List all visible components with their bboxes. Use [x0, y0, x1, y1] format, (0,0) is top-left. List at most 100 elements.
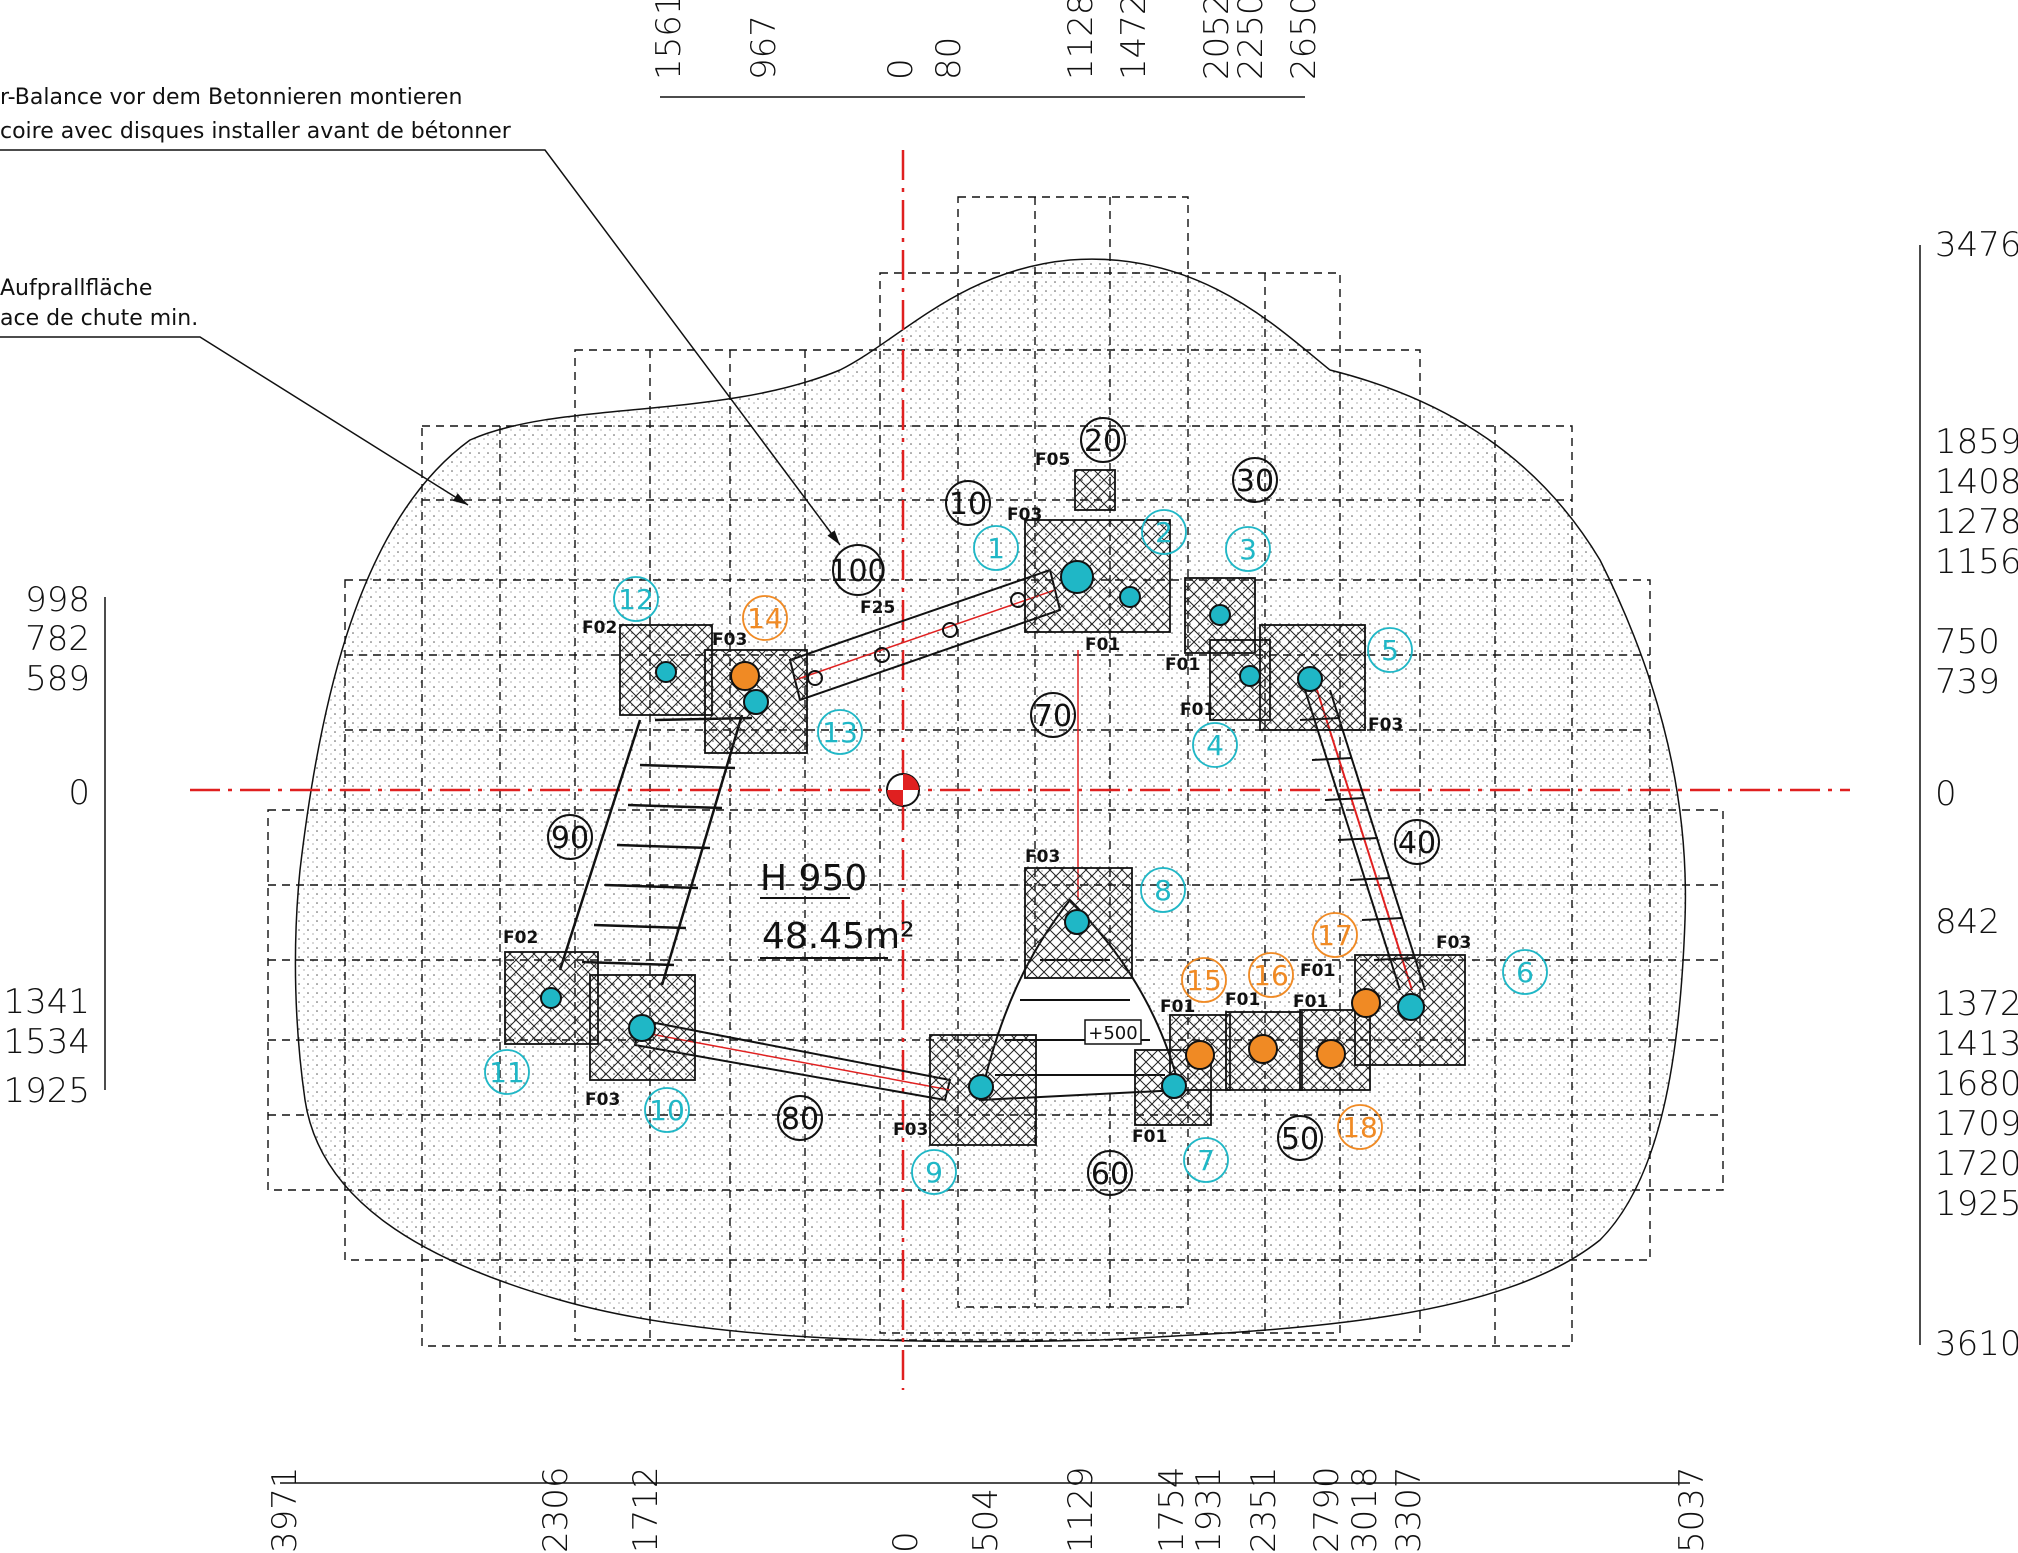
post-label-15: 15	[1186, 964, 1222, 997]
svg-text:3971: 3971	[265, 1466, 305, 1553]
svg-text:3018: 3018	[1345, 1466, 1385, 1553]
svg-text:1859: 1859	[1935, 422, 2018, 462]
svg-text:2351: 2351	[1244, 1466, 1284, 1553]
zone-label-30: 30	[1236, 464, 1274, 499]
post-label-3: 3	[1239, 533, 1257, 566]
svg-text:0: 0	[1935, 774, 1957, 814]
zone-label-60: 60	[1091, 1157, 1129, 1192]
svg-text:739: 739	[1935, 662, 2000, 702]
right-dimensions: 3476 1859 1408 1278 1156 750 739 0 842 1…	[1935, 225, 2018, 1364]
footing-label-f01: F01	[1225, 990, 1260, 1010]
post-label-11: 11	[489, 1056, 525, 1089]
footing-label-f02: F02	[582, 618, 617, 638]
footing-label-f02: F02	[503, 928, 538, 948]
zone-label-90: 90	[551, 821, 589, 856]
footing-label-f01: F01	[1180, 700, 1215, 720]
svg-text:1712: 1712	[626, 1466, 666, 1553]
post-label-6: 6	[1516, 956, 1534, 989]
svg-text:0: 0	[68, 773, 90, 813]
origin-marker	[886, 773, 920, 807]
svg-text:5037: 5037	[1672, 1466, 1712, 1553]
post-label-18: 18	[1342, 1111, 1378, 1144]
impact-area	[294, 258, 1687, 1343]
post-label-4: 4	[1206, 729, 1224, 762]
svg-text:1925: 1925	[3, 1071, 90, 1111]
post-label-14: 14	[747, 602, 783, 635]
svg-text:1709: 1709	[1935, 1104, 2018, 1144]
zone-label-20: 20	[1084, 424, 1122, 459]
svg-text:1156: 1156	[1935, 542, 2018, 582]
svg-text:1129: 1129	[1061, 1466, 1101, 1553]
svg-text:504: 504	[966, 1488, 1006, 1553]
post-label-13: 13	[822, 716, 858, 749]
left-dimensions: 998 782 589 0 1341 1534 1925	[3, 580, 90, 1111]
svg-text:1754: 1754	[1152, 1466, 1192, 1553]
svg-text:1561: 1561	[649, 0, 689, 80]
post-number-circles-cyan	[484, 509, 1548, 1195]
post-number-labels-orange: 14 15 16 17 18	[747, 602, 1378, 1144]
svg-text:1472: 1472	[1114, 0, 1154, 80]
post-label-5: 5	[1381, 634, 1399, 667]
svg-text:3610: 3610	[1935, 1324, 2018, 1364]
note-1-line-1: r-Balance vor dem Betonnieren montieren	[0, 85, 462, 110]
footing-label-f01: F01	[1300, 961, 1335, 981]
svg-text:80: 80	[929, 37, 969, 80]
footing-label-f01: F01	[1132, 1127, 1167, 1147]
footing-label-f03: F03	[1025, 847, 1060, 867]
footing-label-f03: F03	[893, 1120, 928, 1140]
posts-cyan	[540, 560, 1425, 1100]
zone-label-100: 100	[829, 554, 886, 589]
zone-markers	[547, 417, 1440, 1196]
post-number-labels-cyan: 1 2 3 4 5 6 7 8 9 10 11 12 13	[489, 516, 1534, 1189]
svg-text:1341: 1341	[3, 982, 90, 1022]
post-label-8: 8	[1154, 874, 1172, 907]
svg-text:1278: 1278	[1935, 502, 2018, 542]
axis-lines	[190, 150, 1850, 1390]
svg-text:842: 842	[1935, 902, 2000, 942]
svg-text:2650: 2650	[1284, 0, 1324, 80]
post-label-7: 7	[1197, 1144, 1215, 1177]
zone-labels: 10 20 30 40 50 60 70 80 90 100	[551, 424, 1436, 1192]
post-label-2: 2	[1155, 516, 1173, 549]
footing-label-f03: F03	[1436, 933, 1471, 953]
svg-text:1372: 1372	[1935, 984, 2018, 1024]
footing-label-f01: F01	[1165, 655, 1200, 675]
svg-text:1408: 1408	[1935, 462, 2018, 502]
svg-text:1925: 1925	[1935, 1184, 2018, 1224]
footing-label-f01: F01	[1085, 635, 1120, 655]
posts-orange	[730, 661, 1381, 1070]
svg-text:1931: 1931	[1189, 1466, 1229, 1553]
dimension-lines	[104, 96, 1921, 1484]
elevation-tag: +500	[1088, 1023, 1137, 1044]
svg-text:750: 750	[1935, 622, 2000, 662]
zone-label-80: 80	[781, 1102, 819, 1137]
svg-text:1680: 1680	[1935, 1064, 2018, 1104]
footing-label-f03: F03	[585, 1090, 620, 1110]
post-number-circles-orange	[742, 595, 1383, 1150]
svg-text:1413: 1413	[1935, 1024, 2018, 1064]
area-label: 48.45m²	[762, 916, 915, 957]
svg-text:2250: 2250	[1231, 0, 1271, 80]
svg-text:2052: 2052	[1197, 0, 1237, 80]
svg-text:0: 0	[881, 58, 921, 80]
footing-label-f01: F01	[1160, 997, 1195, 1017]
post-label-16: 16	[1253, 959, 1289, 992]
top-dimensions: 1561 967 0 80 1128 1472 2052 2250 2650	[649, 0, 1324, 80]
svg-text:1720: 1720	[1935, 1144, 2018, 1184]
post-label-17: 17	[1317, 919, 1353, 952]
svg-text:3476: 3476	[1935, 225, 2018, 265]
note-2-line-1: Aufprallfläche	[0, 276, 152, 301]
post-label-12: 12	[618, 583, 654, 616]
bottom-dimensions: 3971 2306 1712 0 504 1129 1754 1931 2351…	[265, 1466, 1712, 1553]
svg-text:2790: 2790	[1307, 1466, 1347, 1553]
post-label-10: 10	[649, 1094, 685, 1127]
note-1-line-2: coire avec disques installer avant de bé…	[0, 119, 512, 144]
svg-text:589: 589	[25, 659, 90, 699]
svg-text:998: 998	[25, 580, 90, 620]
svg-text:3307: 3307	[1389, 1466, 1429, 1553]
svg-text:967: 967	[744, 15, 784, 80]
footing-label-f25: F25	[860, 598, 895, 618]
footing-label-f03: F03	[712, 630, 747, 650]
height-label: H 950	[760, 858, 867, 899]
footing-label-f05: F05	[1035, 450, 1070, 470]
